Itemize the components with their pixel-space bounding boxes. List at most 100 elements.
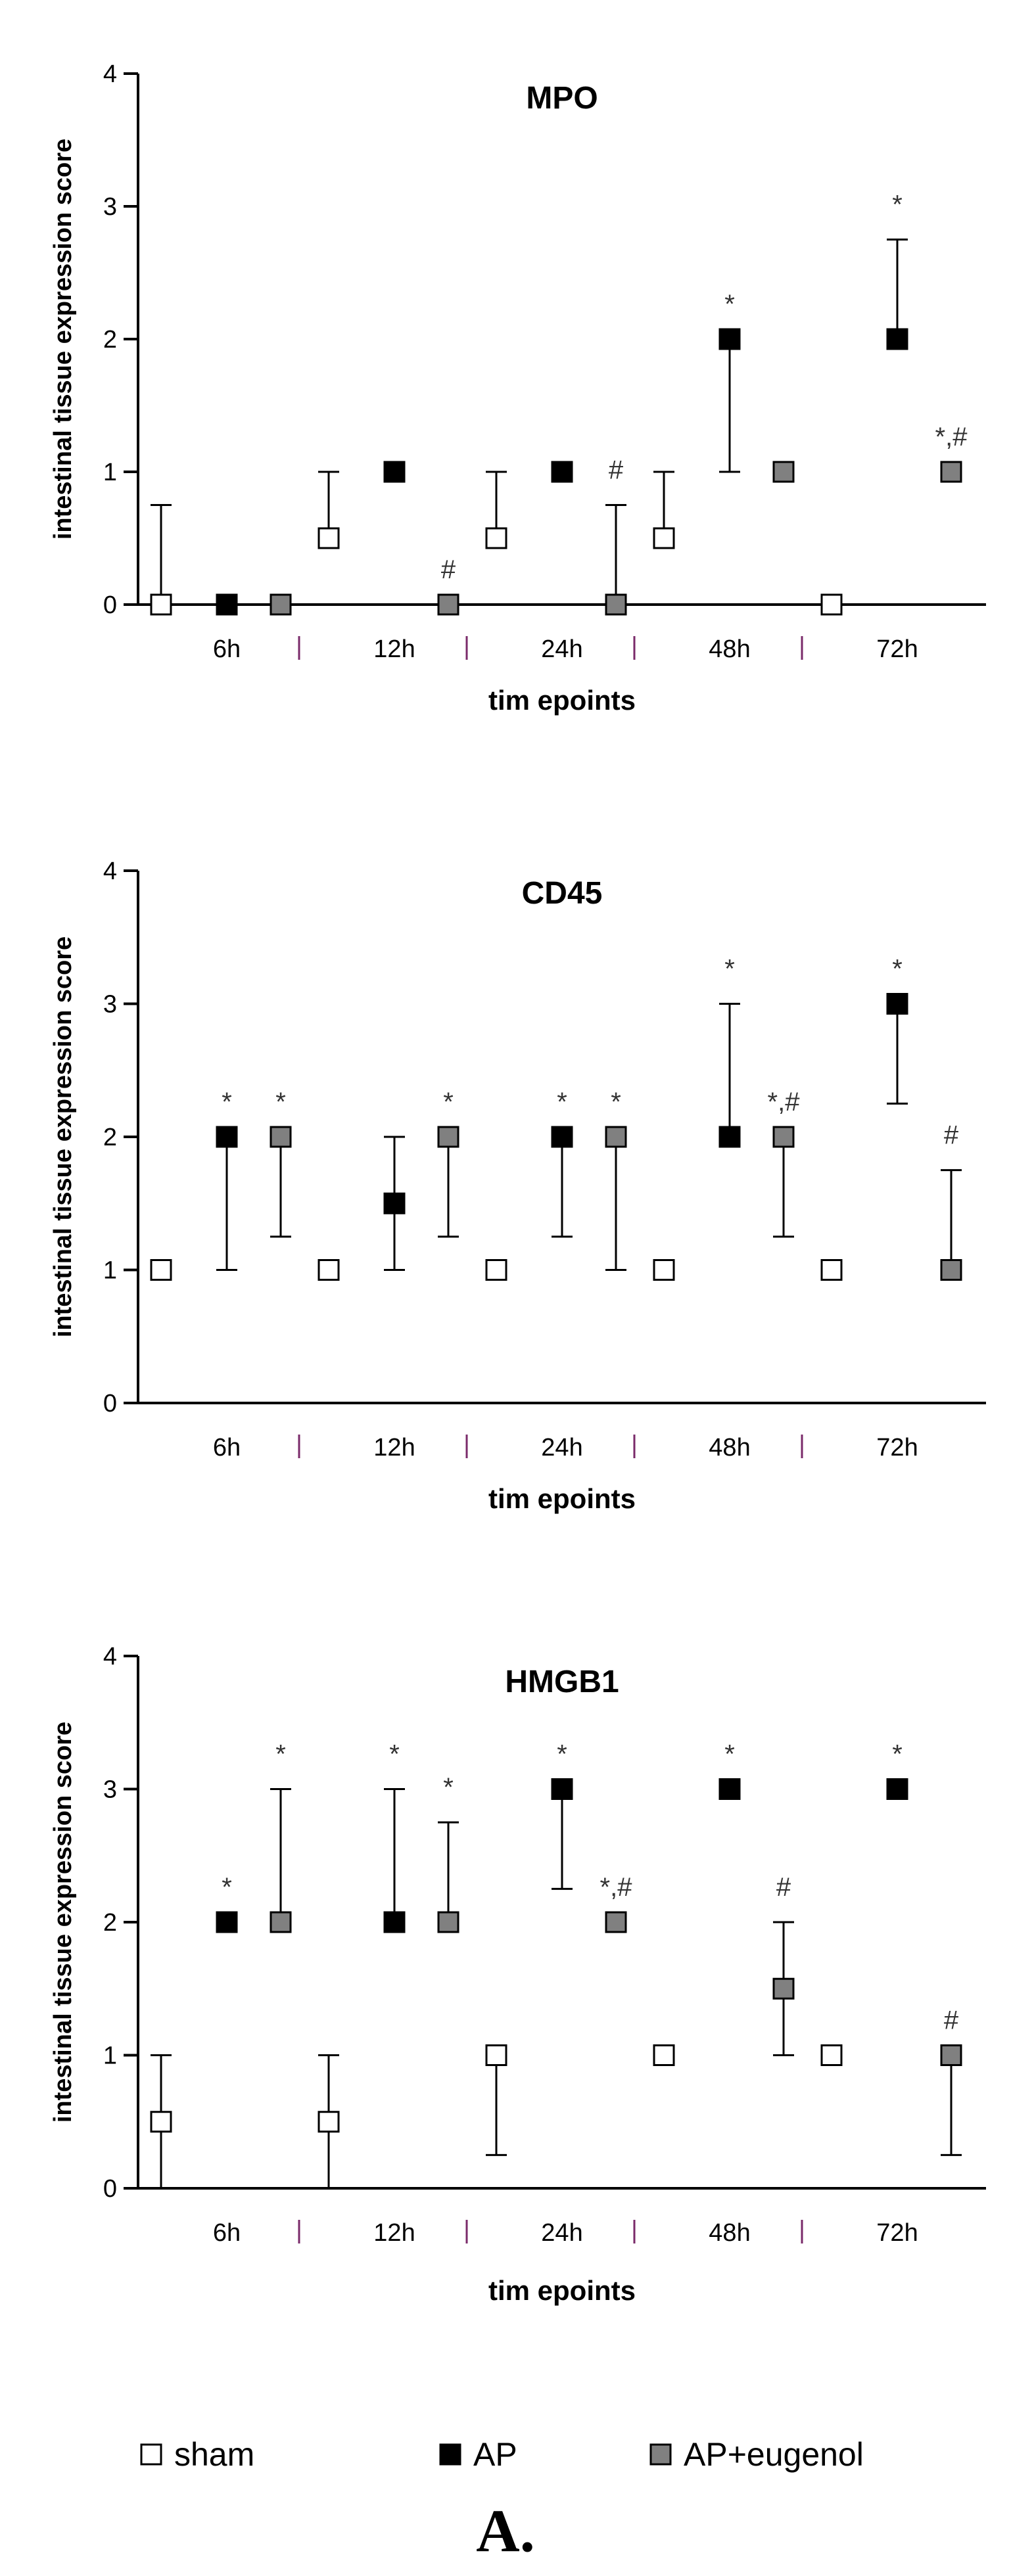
- x-tick-label-12h: 12h: [373, 2219, 415, 2247]
- x-tick-label-48h: 48h: [709, 2219, 750, 2247]
- x-tick-label-12h: 12h: [373, 1434, 415, 1461]
- x-tick-label-72h: 72h: [876, 635, 918, 663]
- x-tick-label-24h: 24h: [541, 1434, 582, 1461]
- x-tick-label-12h: 12h: [373, 635, 415, 663]
- significance-mark: #: [609, 456, 624, 485]
- significance-mark: *: [724, 955, 735, 984]
- chart-panel-mpo: MPO 0 1 2 3 4 intestinal tissue expression sco…: [49, 60, 986, 716]
- y-tick-label: 3: [103, 193, 117, 221]
- y-tick-label: 4: [103, 1643, 117, 1670]
- significance-mark: *,#: [935, 423, 968, 451]
- data-point-ap-eugenol: [437, 1911, 459, 1933]
- significance-mark: *,#: [600, 1873, 633, 1902]
- data-point-ap: [383, 1192, 406, 1214]
- x-tick-label-48h: 48h: [709, 635, 750, 663]
- data-point-ap: [383, 461, 406, 483]
- data-point-ap: [886, 328, 908, 350]
- y-tick-label: 2: [103, 1124, 117, 1151]
- data-point-ap: [718, 328, 741, 350]
- data-point-ap: [551, 1778, 573, 1800]
- data-point-sham: [485, 527, 507, 549]
- significance-mark: #: [944, 1121, 959, 1150]
- significance-mark: #: [441, 555, 456, 584]
- data-point-sham: [653, 527, 675, 549]
- data-point-ap: [216, 1126, 238, 1148]
- data-point-sham: [317, 1259, 340, 1281]
- data-point-sham: [150, 1259, 172, 1281]
- data-point-ap: [216, 1911, 238, 1933]
- data-point-ap-eugenol: [605, 1911, 627, 1933]
- y-tick-label: 1: [103, 2042, 117, 2070]
- significance-mark: *: [443, 1773, 454, 1802]
- data-point-ap-eugenol: [940, 2044, 962, 2066]
- y-tick-label: 0: [103, 2175, 117, 2203]
- chart-title: CD45: [522, 876, 603, 911]
- chart-panel-cd45: CD45 0 1 2 3 4 intestinal tissue expression sc…: [49, 858, 986, 1514]
- data-point-sham: [485, 1259, 507, 1281]
- legend-swatch-sham: [140, 2443, 162, 2466]
- data-point-ap: [886, 1778, 908, 1800]
- y-axis-label: intestinal tissue expression score: [49, 936, 77, 1337]
- significance-mark: *: [557, 1088, 567, 1116]
- data-point-ap-eugenol: [437, 1126, 459, 1148]
- legend-swatch-ap: [439, 2443, 461, 2466]
- significance-mark: *: [892, 1740, 903, 1769]
- y-axis-label: intestinal tissue expression score: [49, 1722, 77, 2123]
- x-tick-label-6h: 6h: [213, 2219, 241, 2247]
- y-tick-label: 0: [103, 591, 117, 619]
- data-point-ap: [383, 1911, 406, 1933]
- significance-mark: *: [443, 1088, 454, 1116]
- y-tick-label: 2: [103, 326, 117, 354]
- data-point-sham: [820, 2044, 843, 2066]
- legend-label-sham: sham: [174, 2436, 254, 2473]
- significance-mark: *: [222, 1088, 232, 1116]
- data-point-sham: [485, 2044, 507, 2066]
- data-point-sham: [653, 2044, 675, 2066]
- x-axis-label: tim epoints: [488, 685, 636, 716]
- y-tick-label: 4: [103, 60, 117, 88]
- significance-mark: *: [724, 1740, 735, 1769]
- data-point-sham: [150, 2111, 172, 2133]
- x-tick-label-24h: 24h: [541, 635, 582, 663]
- data-point-ap: [886, 993, 908, 1015]
- panel-label: A.: [476, 2497, 534, 2564]
- x-tick-label-6h: 6h: [213, 1434, 241, 1461]
- x-tick-label-6h: 6h: [213, 635, 241, 663]
- significance-mark: *: [275, 1740, 286, 1769]
- x-tick-label-72h: 72h: [876, 1434, 918, 1461]
- y-tick-label: 3: [103, 991, 117, 1019]
- data-point-ap-eugenol: [270, 1126, 292, 1148]
- x-tick-label-48h: 48h: [709, 1434, 750, 1461]
- legend-label-ap: AP: [473, 2436, 517, 2473]
- data-point-sham: [653, 1259, 675, 1281]
- data-point-ap: [216, 593, 238, 616]
- data-point-sham: [820, 593, 843, 616]
- data-point-sham: [820, 1259, 843, 1281]
- data-point-ap-eugenol: [772, 1977, 795, 2000]
- x-tick-label-72h: 72h: [876, 2219, 918, 2247]
- significance-mark: *: [557, 1740, 567, 1769]
- data-point-ap-eugenol: [605, 1126, 627, 1148]
- x-tick-label-24h: 24h: [541, 2219, 582, 2247]
- data-point-ap: [551, 1126, 573, 1148]
- data-point-ap-eugenol: [940, 461, 962, 483]
- chart-title: HMGB1: [505, 1665, 619, 1699]
- y-tick-label: 3: [103, 1776, 117, 1804]
- significance-mark: *,#: [768, 1088, 801, 1116]
- x-axis-label: tim epoints: [488, 2275, 636, 2306]
- significance-mark: *: [892, 191, 903, 219]
- significance-mark: *: [222, 1873, 232, 1902]
- legend: sham AP AP+eugenol: [140, 2436, 864, 2473]
- significance-mark: *: [611, 1088, 621, 1116]
- data-point-sham: [150, 593, 172, 616]
- data-point-sham: [317, 2111, 340, 2133]
- data-point-ap-eugenol: [605, 593, 627, 616]
- data-point-ap: [718, 1126, 741, 1148]
- significance-mark: *: [275, 1088, 286, 1116]
- significance-mark: #: [944, 2006, 959, 2035]
- data-point-ap-eugenol: [940, 1259, 962, 1281]
- data-point-ap-eugenol: [772, 461, 795, 483]
- significance-mark: *: [389, 1740, 400, 1769]
- data-point-sham: [317, 527, 340, 549]
